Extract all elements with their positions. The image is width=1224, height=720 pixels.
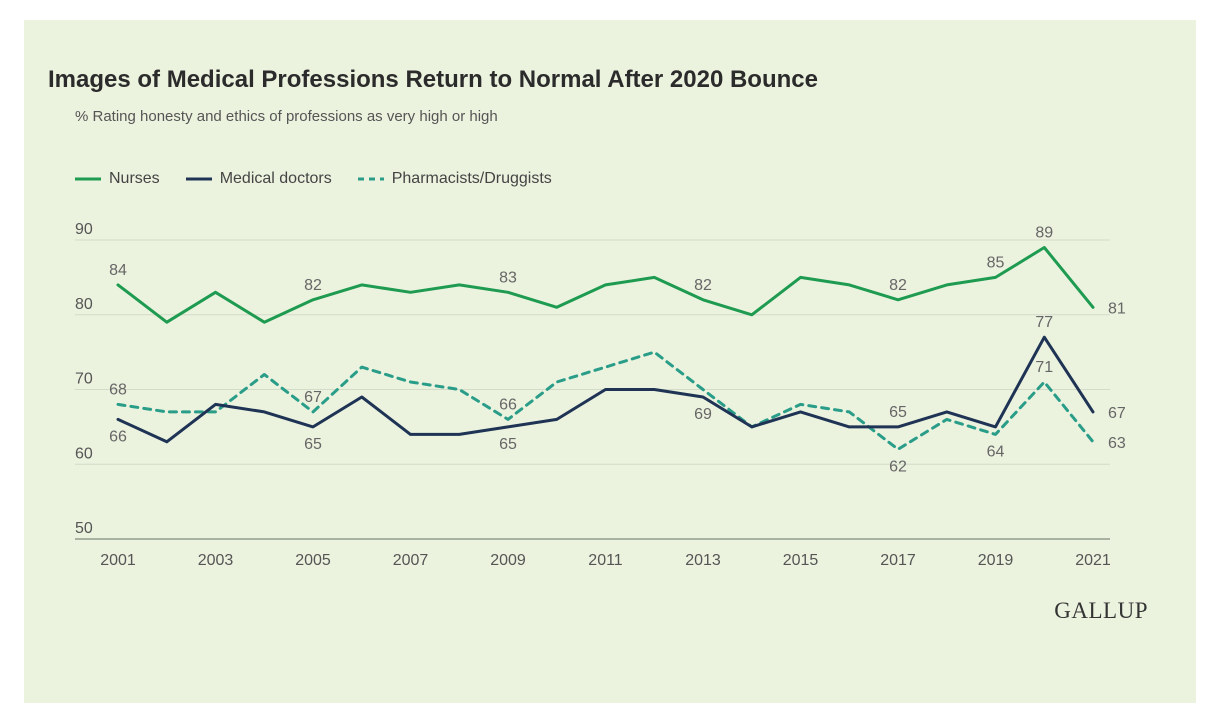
data-label-medical-doctors: 66	[109, 428, 127, 445]
chart-subtitle: % Rating honesty and ethics of professio…	[75, 108, 498, 125]
data-label-medical-doctors: 69	[694, 406, 712, 423]
x-tick-label: 2013	[685, 552, 721, 569]
data-label-medical-doctors: 65	[499, 436, 517, 453]
data-label-nurses: 83	[499, 269, 517, 286]
data-label-nurses: 89	[1035, 224, 1053, 241]
data-label-medical-doctors: 77	[1035, 314, 1053, 331]
x-tick-label: 2009	[490, 552, 526, 569]
series-line-medical-doctors	[116, 335, 1095, 444]
data-label-nurses: 84	[109, 262, 127, 279]
data-label-pharmacists: 63	[1108, 435, 1126, 452]
legend-item-pharmacists: Pharmacists/Druggists	[357, 170, 552, 188]
x-tick-label: 2007	[393, 552, 429, 569]
y-tick-label: 70	[75, 371, 93, 388]
data-label-nurses: 81	[1108, 300, 1126, 317]
y-tick-label: 80	[75, 296, 93, 313]
legend-swatch-nurses	[75, 177, 101, 181]
data-label-pharmacists: 71	[1035, 359, 1053, 376]
data-label-medical-doctors: 67	[1108, 405, 1126, 422]
x-tick-label: 2011	[588, 552, 623, 569]
x-tick-label: 2019	[978, 552, 1014, 569]
legend-label-pharmacists: Pharmacists/Druggists	[391, 170, 552, 187]
x-tick-label: 2017	[880, 552, 916, 569]
legend-swatch-pharmacists	[357, 177, 384, 181]
x-tick-label: 2003	[198, 552, 234, 569]
x-tick-label: 2001	[100, 552, 136, 569]
data-label-nurses: 82	[694, 277, 712, 294]
chart-panel	[24, 20, 1196, 703]
data-label-pharmacists: 62	[889, 458, 907, 475]
legend-label-medical-doctors: Medical doctors	[219, 170, 332, 187]
data-label-nurses: 82	[889, 277, 907, 294]
y-tick-label: 50	[75, 520, 93, 537]
gallup-logo: GALLUP	[1054, 598, 1148, 623]
data-label-nurses: 82	[304, 277, 322, 294]
data-label-pharmacists: 68	[109, 381, 127, 398]
data-label-medical-doctors: 65	[304, 436, 322, 453]
data-label-nurses: 85	[987, 254, 1005, 271]
data-label-pharmacists: 66	[499, 396, 517, 413]
x-tick-label: 2015	[783, 552, 819, 569]
legend-item-nurses: Nurses	[75, 170, 160, 188]
chart-title: Images of Medical Professions Return to …	[48, 66, 818, 93]
x-tick-label: 2005	[295, 552, 331, 569]
legend-label-nurses: Nurses	[109, 170, 160, 187]
y-tick-label: 90	[75, 221, 93, 238]
series-line-pharmacists	[116, 350, 1095, 451]
data-label-pharmacists: 67	[304, 389, 322, 406]
legend-swatch-medical-doctors	[185, 177, 212, 181]
series-line-nurses	[116, 246, 1095, 324]
data-label-pharmacists: 64	[987, 443, 1005, 460]
legend-item-medical-doctors: Medical doctors	[185, 170, 332, 188]
legend: Nurses Medical doctors Pharmacists/Drugg…	[75, 170, 578, 188]
x-tick-label: 2021	[1075, 552, 1111, 569]
y-tick-label: 60	[75, 445, 93, 462]
data-label-medical-doctors: 65	[889, 404, 907, 421]
